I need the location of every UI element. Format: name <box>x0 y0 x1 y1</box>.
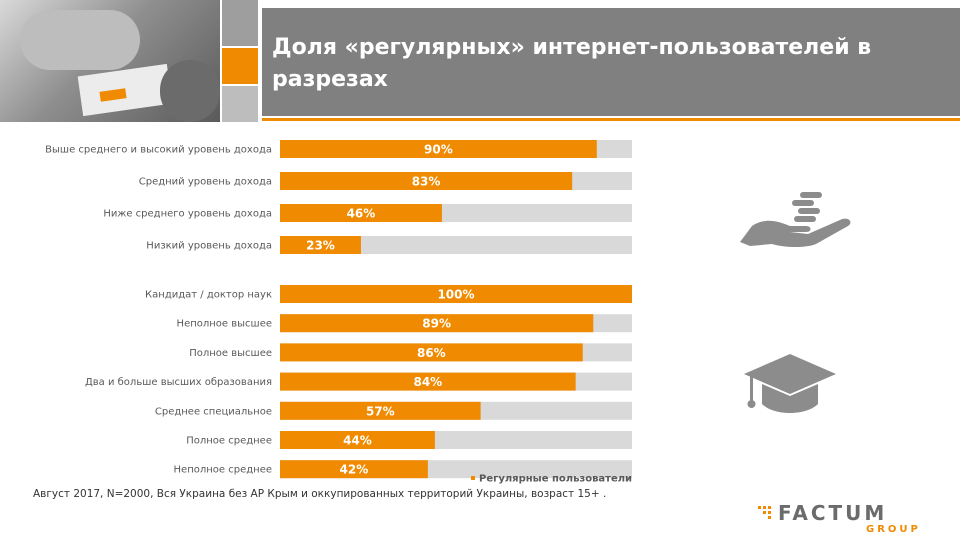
legend-label: Регулярные пользователи <box>479 474 632 485</box>
bar <box>280 236 361 254</box>
category-label: Средний уровень дохода <box>139 177 272 188</box>
page-title: Доля «регулярных» интернет-пользователей… <box>272 35 872 92</box>
value-label: 90% <box>424 143 453 157</box>
bar <box>280 314 594 333</box>
bar <box>280 460 428 479</box>
title-underline <box>262 118 960 121</box>
bar <box>280 285 632 303</box>
hand-with-coins-icon <box>740 192 851 247</box>
bar-track <box>280 236 632 254</box>
value-label: 83% <box>412 175 441 189</box>
bar <box>280 431 435 449</box>
value-label: 44% <box>343 434 372 448</box>
photo-shape <box>20 10 140 70</box>
bar <box>280 343 583 362</box>
svg-text:GROUP: GROUP <box>866 524 921 534</box>
category-label: Среднее специальное <box>155 406 272 417</box>
value-label: 89% <box>422 317 451 331</box>
category-label: Полное среднее <box>186 436 272 447</box>
category-label: Два и больше высших образования <box>85 377 272 388</box>
bar <box>280 172 573 190</box>
accent-block-orange <box>222 48 258 84</box>
value-label: 23% <box>306 239 335 253</box>
category-label: Неполное среднее <box>174 465 272 476</box>
category-label: Полное высшее <box>189 348 272 359</box>
value-label: 42% <box>340 463 369 477</box>
bar <box>280 204 442 222</box>
bar <box>280 140 597 158</box>
bar <box>280 401 481 420</box>
value-label: 84% <box>413 375 442 389</box>
category-label: Низкий уровень дохода <box>146 241 272 252</box>
graduation-cap-icon <box>744 354 836 413</box>
value-label: 100% <box>437 288 474 302</box>
svg-text:FACTUM: FACTUM <box>778 501 887 525</box>
category-label: Кандидат / доктор наук <box>145 290 272 301</box>
accent-block-gray <box>222 0 258 46</box>
category-label: Выше среднего и высокий уровень дохода <box>45 145 272 156</box>
category-label: Неполное высшее <box>177 319 272 330</box>
legend-swatch <box>471 476 475 480</box>
factum-group-logo: FACTUM GROUP <box>758 501 921 534</box>
title-banner: Доля «регулярных» интернет-пользователей… <box>262 8 960 116</box>
value-label: 46% <box>347 207 376 221</box>
category-label: Ниже среднего уровень дохода <box>103 209 272 220</box>
photo-shape <box>160 60 220 122</box>
header-photo <box>0 0 220 122</box>
bar <box>280 372 576 391</box>
value-label: 86% <box>417 346 446 360</box>
bar-chart: Выше среднего и высокий уровень дохода 90… <box>45 140 632 485</box>
value-label: 57% <box>366 404 395 418</box>
footnote: Август 2017, N=2000, Вся Украина без АР … <box>33 488 607 500</box>
accent-block-light <box>222 86 258 122</box>
